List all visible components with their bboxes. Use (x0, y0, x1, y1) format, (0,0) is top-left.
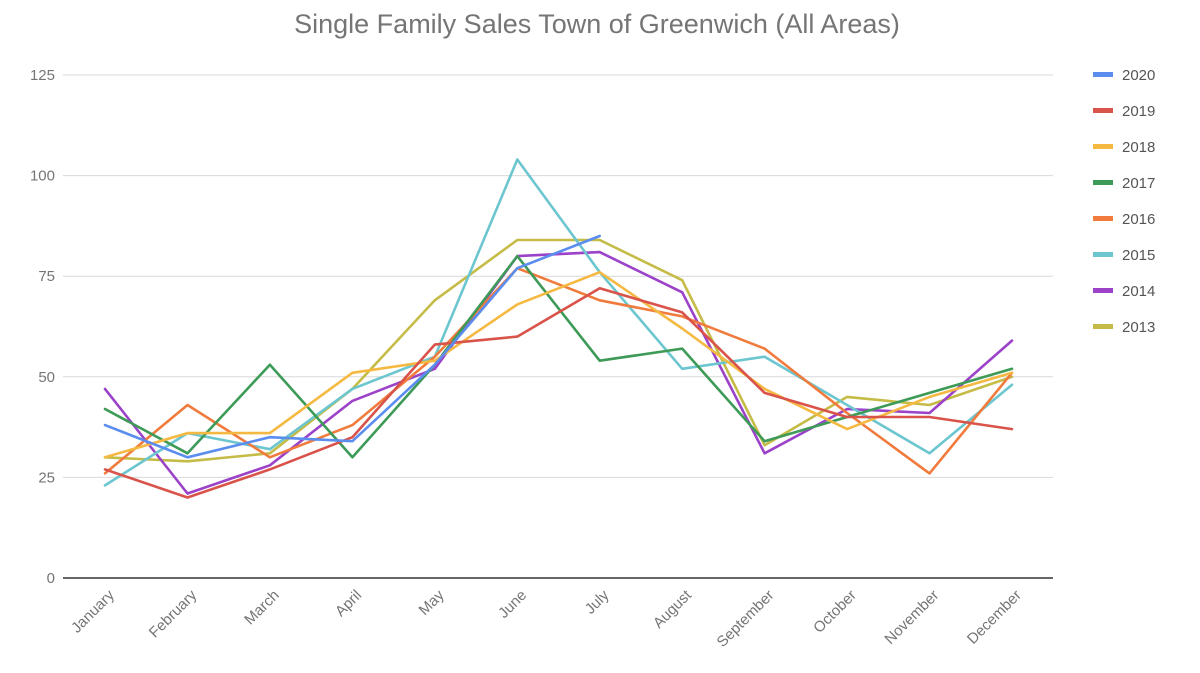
legend-swatch (1093, 288, 1113, 293)
legend-item-2020: 2020 (1093, 67, 1155, 84)
series-2014 (103, 250, 1014, 495)
series-2017 (103, 254, 1014, 459)
x-tick-label: May (416, 586, 448, 618)
x-tick-label: December (964, 587, 1025, 648)
gridlines (63, 74, 1053, 579)
series-2018 (103, 270, 1014, 459)
x-tick-label: August (650, 586, 696, 632)
chart-title: Single Family Sales Town of Greenwich (A… (294, 9, 900, 39)
legend-item-2017: 2017 (1093, 175, 1155, 192)
series-lines (103, 158, 1014, 499)
legend-label: 2019 (1122, 103, 1155, 120)
legend-item-2018: 2018 (1093, 139, 1155, 156)
series-line-2020 (103, 234, 601, 459)
legend-label: 2015 (1122, 247, 1155, 264)
x-tick-label: February (146, 586, 201, 641)
series-2015 (103, 158, 1014, 487)
series-line-2013 (103, 238, 1014, 463)
legend-item-2016: 2016 (1093, 211, 1155, 228)
legend-label: 2020 (1122, 67, 1155, 84)
legend-label: 2017 (1122, 175, 1155, 192)
series-2013 (103, 238, 1014, 463)
legend: 2020 2019 2018 2017 2016 2015 2014 2013 (1093, 67, 1155, 336)
legend-swatch (1093, 324, 1113, 329)
series-line-2017 (103, 254, 1014, 459)
series-line-2018 (103, 270, 1014, 459)
x-axis-ticks: January February March April May June July Augu… (68, 586, 1025, 650)
series-2020 (103, 234, 601, 459)
x-tick-label: September (714, 587, 778, 651)
legend-label: 2018 (1122, 139, 1155, 156)
x-tick-label: November (881, 587, 942, 648)
x-tick-label: January (68, 586, 118, 636)
legend-swatch (1093, 144, 1113, 149)
legend-item-2019: 2019 (1093, 103, 1155, 120)
legend-swatch (1093, 252, 1113, 257)
legend-item-2013: 2013 (1093, 319, 1155, 336)
x-tick-label: April (332, 587, 365, 620)
y-tick-label: 50 (38, 369, 55, 386)
legend-swatch (1093, 180, 1113, 185)
legend-label: 2014 (1122, 283, 1155, 300)
legend-swatch (1093, 72, 1113, 77)
series-2019 (103, 287, 1014, 499)
series-line-2015 (103, 158, 1014, 487)
legend-item-2014: 2014 (1093, 283, 1155, 300)
x-tick-label: June (495, 587, 530, 622)
legend-label: 2013 (1122, 319, 1155, 336)
y-tick-label: 25 (38, 469, 55, 486)
legend-item-2015: 2015 (1093, 247, 1155, 264)
series-line-2019 (103, 287, 1014, 499)
x-tick-label: July (582, 586, 613, 617)
y-tick-label: 125 (30, 67, 55, 84)
y-tick-label: 0 (47, 570, 55, 587)
x-tick-label: October (810, 587, 860, 637)
series-line-2014 (103, 250, 1014, 495)
legend-label: 2016 (1122, 211, 1155, 228)
y-axis-ticks: 0 25 50 75 100 125 (30, 67, 55, 587)
y-tick-label: 100 (30, 168, 55, 185)
legend-swatch (1093, 108, 1113, 113)
y-tick-label: 75 (38, 268, 55, 285)
x-tick-label: March (241, 587, 282, 628)
legend-swatch (1093, 216, 1113, 221)
